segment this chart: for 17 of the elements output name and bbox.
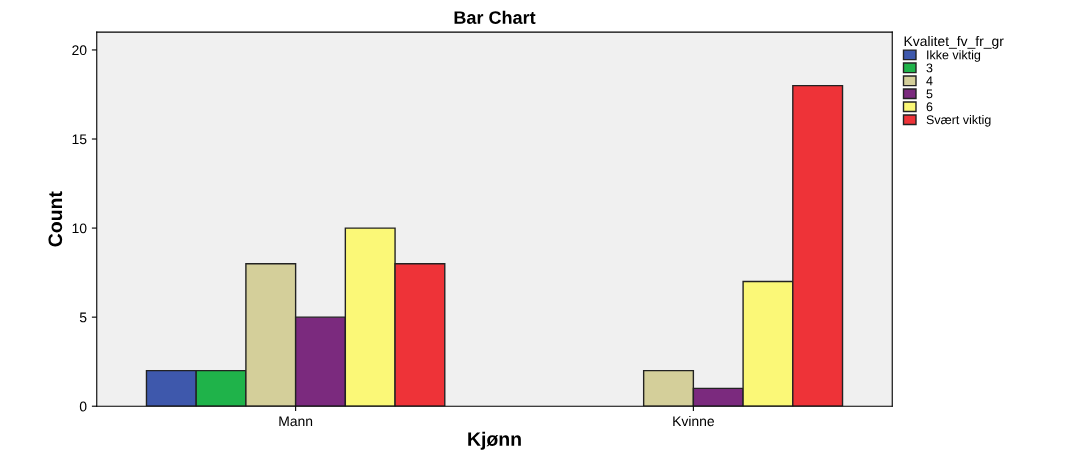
x-tick-label: Kvinne bbox=[673, 415, 714, 427]
y-tick-label: 20 bbox=[72, 45, 87, 56]
y-tick-label: 10 bbox=[72, 223, 87, 234]
legend-label: 5 bbox=[926, 89, 933, 99]
legend-label: Svært viktig bbox=[926, 115, 991, 127]
y-tick-label: 0 bbox=[79, 401, 87, 412]
legend-label: 6 bbox=[926, 102, 933, 112]
legend-title: Kvalitet_fv_fr_gr bbox=[904, 35, 1004, 49]
legend-label: 3 bbox=[926, 63, 933, 73]
legend-label: 4 bbox=[926, 76, 933, 86]
y-tick-label: 5 bbox=[79, 312, 87, 323]
x-axis-title: Kjønn bbox=[468, 431, 521, 450]
chart-title: Bar Chart bbox=[454, 10, 536, 24]
x-tick-label: Mann bbox=[279, 416, 313, 427]
y-tick-label: 15 bbox=[72, 134, 87, 145]
legend-label: Ikke viktig bbox=[927, 50, 981, 62]
y-axis-title: Count bbox=[48, 191, 63, 247]
